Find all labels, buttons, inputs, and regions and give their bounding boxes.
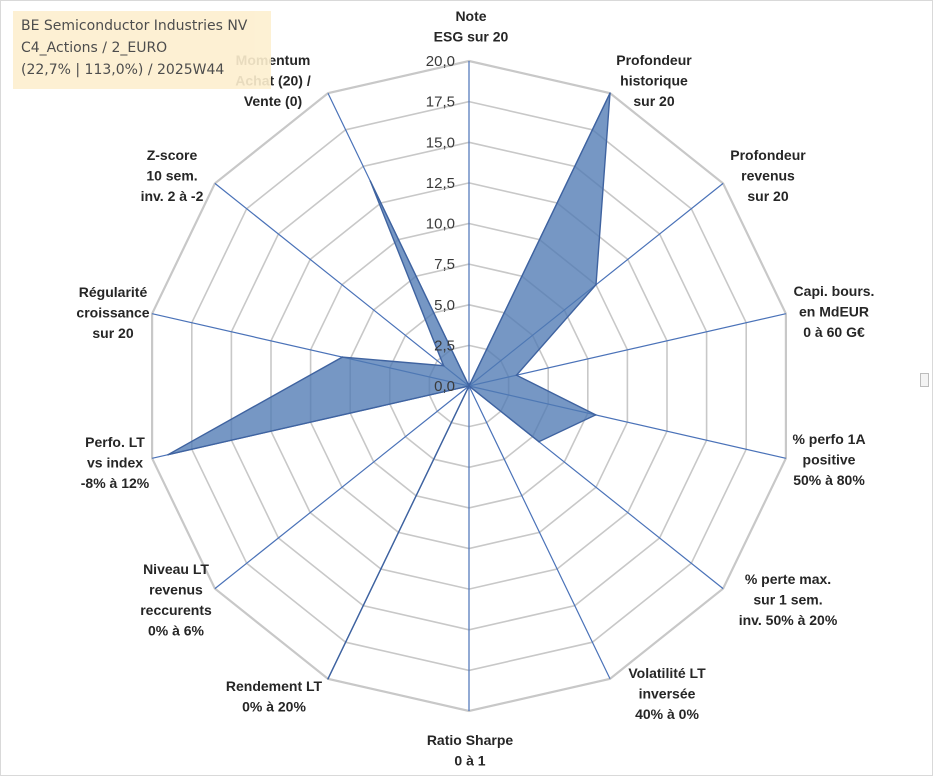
series-area <box>167 92 611 680</box>
category-label-7-line-0: Ratio Sharpe <box>427 732 514 748</box>
category-label-11: Régularité croissance sur 20 <box>76 284 149 341</box>
category-label-7: Ratio Sharpe 0 à 1 <box>427 732 514 769</box>
category-label-11-line-1: croissance <box>76 305 149 321</box>
category-label-1: Profondeur historique sur 20 <box>616 52 692 109</box>
series-point-10 <box>167 453 169 456</box>
category-label-0-line-0: Note <box>455 8 486 24</box>
category-label-5-line-2: inv. 50% à 20% <box>739 612 838 628</box>
series-point-4 <box>594 414 597 416</box>
category-labels: Note ESG sur 20 Profondeur historique sur 20… <box>76 8 874 769</box>
category-label-6-line-0: Volatilité LT <box>628 665 706 681</box>
tick-label-7: 17,5 <box>426 94 455 111</box>
category-label-10: Perfo. LT vs index -8% à 12% <box>81 434 150 491</box>
category-label-10-line-0: Perfo. LT <box>85 434 145 450</box>
category-label-11-line-2: sur 20 <box>92 325 133 341</box>
category-label-9-line-0: Niveau LT <box>143 561 209 577</box>
category-label-3: Capi. bours. en MdEUR 0 à 60 G€ <box>794 283 875 340</box>
category-label-9-line-1: revenus <box>149 582 203 598</box>
tick-label-1: 2,5 <box>434 337 455 354</box>
axis-spoke-3 <box>468 313 787 387</box>
radial-tick-labels: 0,0 2,5 5,0 7,5 10,0 12,5 15,0 17,5 20,0 <box>426 53 455 395</box>
category-label-3-line-1: en MdEUR <box>799 304 869 320</box>
category-label-3-line-2: 0 à 60 G€ <box>803 324 865 340</box>
series-point-13 <box>369 180 372 182</box>
series-point-12 <box>442 364 445 367</box>
category-label-1-line-1: historique <box>620 73 688 89</box>
tick-label-2: 5,0 <box>434 297 455 314</box>
axis-spoke-12 <box>214 182 470 387</box>
category-label-1-line-0: Profondeur <box>616 52 692 68</box>
axis-spoke-6 <box>468 385 611 680</box>
category-label-12-line-2: inv. 2 à -2 <box>141 188 204 204</box>
category-label-9: Niveau LT revenus reccurents 0% à 6% <box>140 561 212 639</box>
tick-label-4: 10,0 <box>426 216 455 233</box>
category-label-0-line-1: ESG sur 20 <box>434 29 509 45</box>
category-label-2-line-0: Profondeur <box>730 147 806 163</box>
series-point-5 <box>538 440 540 443</box>
category-label-6: Volatilité LT inversée 40% à 0% <box>628 665 706 722</box>
category-label-6-line-2: 40% à 0% <box>635 706 699 722</box>
category-label-11-line-0: Régularité <box>79 284 148 300</box>
tick-label-5: 12,5 <box>426 175 455 192</box>
category-label-10-line-1: vs index <box>87 455 143 471</box>
category-label-4-line-0: % perfo 1A <box>792 431 865 447</box>
stock-name: BE Semiconductor Industries NV <box>21 18 248 34</box>
category-label-8-line-1: 0% à 20% <box>242 699 306 715</box>
stock-info-box: BE Semiconductor Industries NV C4_Action… <box>13 11 271 89</box>
category-label-5-line-0: % perte max. <box>745 571 831 587</box>
category-label-2-line-1: revenus <box>741 168 795 184</box>
category-label-9-line-3: 0% à 6% <box>148 623 205 639</box>
category-label-7-line-1: 0 à 1 <box>454 753 485 769</box>
tick-label-0: 0,0 <box>434 378 455 395</box>
category-label-12-line-1: 10 sem. <box>146 168 197 184</box>
category-label-5: % perte max. sur 1 sem. inv. 50% à 20% <box>739 571 838 628</box>
stock-category: C4_Actions / 2_EURO <box>21 40 168 56</box>
category-label-9-line-2: reccurents <box>140 602 212 618</box>
category-label-3-line-0: Capi. bours. <box>794 283 875 299</box>
series-point-8 <box>327 678 329 680</box>
category-label-12: Z-score 10 sem. inv. 2 à -2 <box>141 147 204 204</box>
category-label-12-line-0: Z-score <box>147 147 198 163</box>
series-point-11 <box>341 356 344 358</box>
tick-label-6: 15,0 <box>426 134 455 151</box>
category-label-8: Rendement LT 0% à 20% <box>226 678 323 715</box>
series-point-9 <box>468 385 470 387</box>
tick-label-8: 20,0 <box>426 53 455 70</box>
category-label-13-line-2: Vente (0) <box>244 93 302 109</box>
category-label-8-line-0: Rendement LT <box>226 678 323 694</box>
category-label-1-line-2: sur 20 <box>633 93 674 109</box>
category-label-4: % perfo 1A positive 50% à 80% <box>792 431 865 488</box>
stock-stats: (22,7% | 113,0%) / 2025W44 <box>21 62 225 78</box>
scroll-handle[interactable] <box>920 373 929 387</box>
series-point-3 <box>515 374 518 377</box>
axis-spoke-9 <box>214 385 470 590</box>
category-label-2: Profondeur revenus sur 20 <box>730 147 806 204</box>
category-label-4-line-1: positive <box>803 452 856 468</box>
series-point-1 <box>609 92 611 94</box>
series-point-2 <box>595 283 597 286</box>
category-label-0: Note ESG sur 20 <box>434 8 509 45</box>
category-label-2-line-2: sur 20 <box>747 188 788 204</box>
category-label-10-line-2: -8% à 12% <box>81 475 150 491</box>
category-label-4-line-2: 50% à 80% <box>793 472 865 488</box>
category-label-5-line-1: sur 1 sem. <box>753 592 822 608</box>
series-polygon <box>167 92 611 680</box>
category-label-6-line-1: inversée <box>639 686 696 702</box>
tick-label-3: 7,5 <box>434 256 455 273</box>
